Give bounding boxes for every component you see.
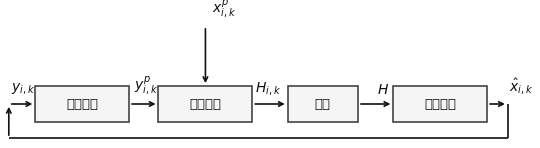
Text: $x^p_{i,k}$: $x^p_{i,k}$ [212,0,237,20]
Text: 信道估计: 信道估计 [190,98,221,111]
Text: $H_{i,k}$: $H_{i,k}$ [255,80,281,97]
Text: $H$: $H$ [377,83,389,97]
Bar [393,86,487,122]
Text: $y_{i,k}$: $y_{i,k}$ [11,82,35,97]
Text: $y^p_{i,k}$: $y^p_{i,k}$ [134,74,158,97]
Bar [35,86,129,122]
Bar [288,86,358,122]
Text: 信号恢复: 信号恢复 [424,98,456,111]
Text: 提取导频: 提取导频 [66,98,98,111]
Text: $\hat{x}_{i,k}$: $\hat{x}_{i,k}$ [509,77,534,97]
Bar [158,86,252,122]
Text: 插值: 插值 [315,98,331,111]
